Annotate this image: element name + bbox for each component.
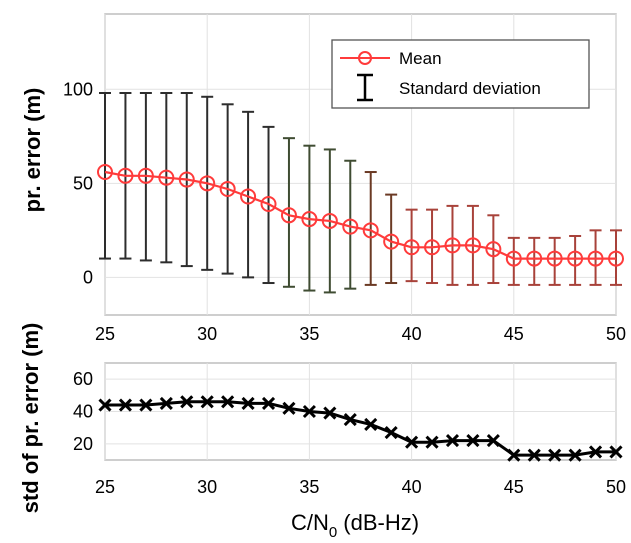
std-point <box>384 425 398 440</box>
std-point <box>548 448 562 462</box>
bottom-x-tick-label: 40 <box>402 477 422 497</box>
mean-point <box>158 169 175 186</box>
top-y-axis-label: pr. error (m) <box>20 88 45 213</box>
mean-point <box>342 218 359 235</box>
std-point <box>445 434 460 448</box>
std-point <box>364 417 378 431</box>
std-point <box>221 395 235 409</box>
bottom-y-axis-label: std of pr. error (m) <box>18 323 43 514</box>
mean-point <box>260 196 277 213</box>
legend: Mean Standard deviation <box>331 39 590 109</box>
mean-point <box>137 167 154 184</box>
std-point <box>302 404 316 419</box>
mean-point <box>383 233 400 250</box>
mean-point <box>485 241 502 258</box>
legend-box <box>331 39 590 109</box>
top-tick-labels: 25 30 35 40 45 50 0 50 100 <box>63 79 626 344</box>
mean-point <box>505 250 522 267</box>
mean-point <box>178 171 195 188</box>
std-point <box>118 398 133 412</box>
std-point <box>486 434 500 448</box>
top-x-tick-label: 30 <box>197 324 217 344</box>
bottom-x-tick-label: 25 <box>95 477 115 497</box>
std-point <box>507 448 521 462</box>
std-point <box>200 395 214 409</box>
bottom-x-tick-label: 50 <box>606 477 626 497</box>
bottom-y-tick-label: 40 <box>73 402 93 422</box>
std-point <box>98 398 112 412</box>
top-y-tick-label: 100 <box>63 79 93 99</box>
mean-point <box>464 237 481 254</box>
std-point <box>159 396 173 410</box>
mean-point <box>301 211 318 228</box>
std-point <box>323 406 337 420</box>
top-panel: 25 30 35 40 45 50 0 50 100 pr. error (m) Mean St… <box>20 13 626 344</box>
std-line <box>105 400 616 457</box>
top-x-tick-label: 50 <box>606 324 626 344</box>
top-y-tick-label: 50 <box>73 173 93 193</box>
std-point <box>588 445 603 459</box>
bottom-x-tick-label: 35 <box>299 477 319 497</box>
std-point <box>282 401 296 415</box>
legend-mean-marker <box>358 51 372 65</box>
legend-std-label: Standard deviation <box>399 79 541 98</box>
std-point <box>139 398 153 412</box>
mean-point <box>199 175 216 192</box>
mean-point <box>280 207 297 224</box>
std-point <box>343 413 357 427</box>
std-point <box>180 395 194 409</box>
std-point <box>405 435 419 449</box>
top-y-tick-label: 0 <box>83 267 93 287</box>
mean-point <box>117 167 134 184</box>
bottom-y-tick-label: 60 <box>73 369 93 389</box>
std-point <box>425 435 439 449</box>
top-x-tick-label: 45 <box>504 324 524 344</box>
mean-point <box>97 164 113 181</box>
mean-point <box>608 250 624 267</box>
std-point <box>261 396 276 410</box>
std-point <box>466 434 480 448</box>
mean-point <box>219 180 236 197</box>
mean-point <box>587 250 604 267</box>
x-axis-label: C/N0 (dB-Hz) <box>291 510 419 541</box>
mean-point <box>240 188 257 205</box>
legend-mean-label: Mean <box>399 49 442 68</box>
mean-series <box>97 164 624 267</box>
mean-point <box>403 239 420 256</box>
std-point <box>609 445 623 459</box>
mean-point <box>362 222 379 239</box>
mean-line <box>104 170 616 260</box>
top-x-tick-label: 35 <box>299 324 319 344</box>
mean-point <box>546 250 563 267</box>
bottom-y-tick-label: 20 <box>73 434 93 454</box>
std-point <box>527 448 541 462</box>
mean-point <box>444 237 461 254</box>
mean-point <box>526 250 543 267</box>
bottom-x-tick-label: 45 <box>504 477 524 497</box>
mean-point <box>424 239 441 256</box>
std-point <box>241 396 255 410</box>
std-series <box>98 395 623 462</box>
mean-point <box>321 212 338 229</box>
bottom-x-tick-label: 30 <box>197 477 217 497</box>
std-point <box>568 448 582 462</box>
bottom-tick-labels: 25 30 35 40 45 50 20 40 60 <box>73 369 626 497</box>
mean-point <box>567 250 584 267</box>
top-x-tick-label: 40 <box>402 324 422 344</box>
top-x-tick-label: 25 <box>95 324 115 344</box>
